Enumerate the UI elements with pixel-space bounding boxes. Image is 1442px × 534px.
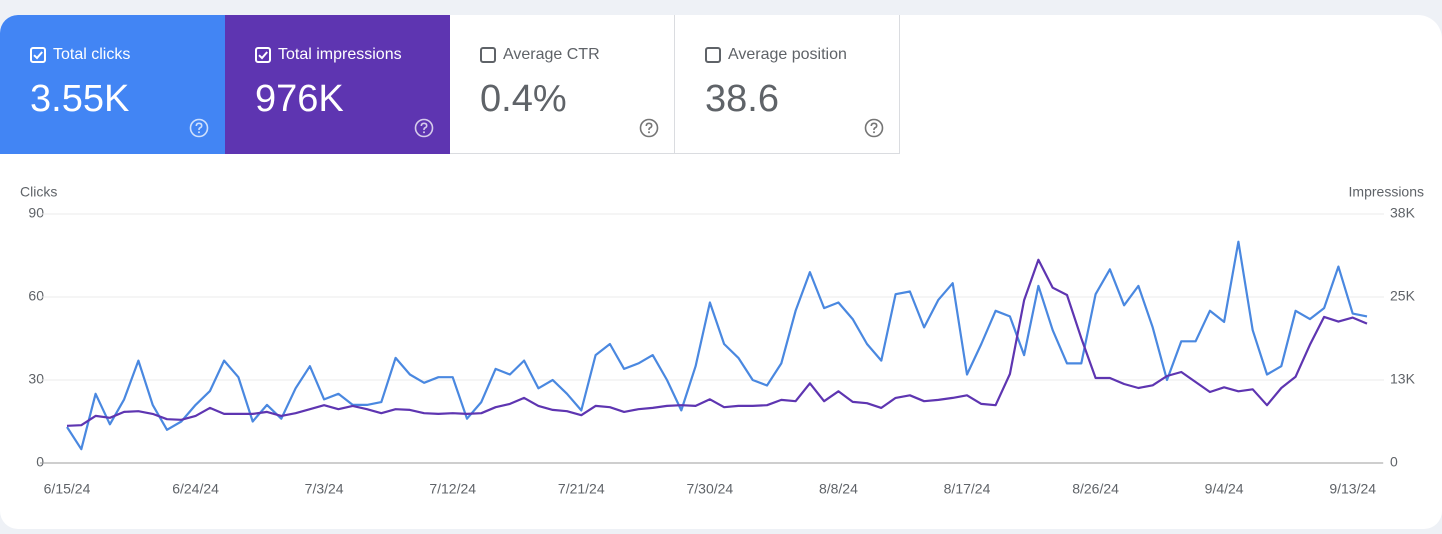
performance-panel: Total clicks 3.55K Total impressions 976K Av…: [0, 15, 1442, 529]
help-circle: [189, 118, 209, 138]
y-tick-label: 30: [28, 371, 44, 387]
checkbox[interactable]: [255, 47, 271, 63]
help-dot: [423, 131, 425, 134]
checkbox[interactable]: [480, 47, 496, 63]
metric-card[interactable]: Total clicks 3.55K: [0, 15, 225, 154]
x-tick-label: 7/3/24: [305, 481, 344, 497]
x-tick-label: 9/13/24: [1329, 481, 1376, 497]
help-circle: [414, 118, 434, 138]
y-tick-label: 0: [36, 454, 44, 470]
help-dot: [873, 131, 875, 134]
checkmark: [33, 51, 43, 60]
help-mark: [420, 122, 428, 131]
y-tick-label: 90: [28, 205, 44, 221]
help-icon[interactable]: [864, 118, 884, 138]
metric-value: 0.4%: [480, 78, 567, 120]
y2-axis-title: Impressions: [1349, 184, 1424, 200]
series-line: [66, 240, 1368, 451]
help-icon[interactable]: [639, 118, 659, 138]
x-tick-label: 6/15/24: [44, 481, 91, 497]
chart: Clicks Impressions 0 30 60 90 0 13K 25K 38K 6/15/2…: [20, 184, 1424, 497]
help-icon[interactable]: [189, 118, 209, 138]
help-circle: [864, 118, 884, 138]
help-mark: [870, 122, 878, 131]
x-tick-label: 6/24/24: [172, 481, 219, 497]
x-tick-label: 8/17/24: [944, 481, 991, 497]
metric-card[interactable]: Total impressions 976K: [225, 15, 450, 154]
series-line: [66, 258, 1368, 427]
checkbox[interactable]: [705, 47, 721, 63]
x-tick-label: 8/8/24: [819, 481, 858, 497]
checkbox-frame: [255, 47, 271, 63]
x-tick-label: 9/4/24: [1205, 481, 1244, 497]
metric-cards: Total clicks 3.55K Total impressions 976K Av…: [0, 15, 900, 154]
checkbox-frame: [705, 47, 721, 63]
y-axis-title: Clicks: [20, 184, 57, 200]
checkbox[interactable]: [30, 47, 46, 63]
metric-label: Total impressions: [278, 46, 402, 63]
metric-value: 3.55K: [30, 78, 130, 120]
y2-tick-label: 25K: [1390, 288, 1416, 304]
metric-card[interactable]: Average CTR 0.4%: [450, 15, 675, 154]
checkbox-frame: [480, 47, 496, 63]
metric-card[interactable]: Average position 38.6: [675, 15, 900, 154]
help-mark: [645, 122, 653, 131]
x-tick-label: 7/30/24: [686, 481, 733, 497]
metric-label: Average CTR: [503, 46, 600, 63]
y-tick-label: 60: [28, 288, 44, 304]
x-tick-label: 7/21/24: [558, 481, 605, 497]
y2-tick-label: 38K: [1390, 205, 1416, 221]
help-dot: [648, 131, 650, 134]
help-circle: [639, 118, 659, 138]
x-tick-label: 8/26/24: [1072, 481, 1119, 497]
checkmark: [258, 51, 268, 60]
y2-tick-label: 0: [1390, 454, 1398, 470]
metric-value: 38.6: [705, 78, 779, 120]
checkbox-frame: [30, 47, 46, 63]
metric-label: Total clicks: [53, 46, 131, 63]
metric-label: Average position: [728, 46, 847, 63]
help-dot: [198, 131, 200, 134]
help-mark: [195, 122, 203, 131]
x-tick-label: 7/12/24: [429, 481, 476, 497]
y2-tick-label: 13K: [1390, 371, 1416, 387]
help-icon[interactable]: [414, 118, 434, 138]
metric-value: 976K: [255, 78, 344, 120]
